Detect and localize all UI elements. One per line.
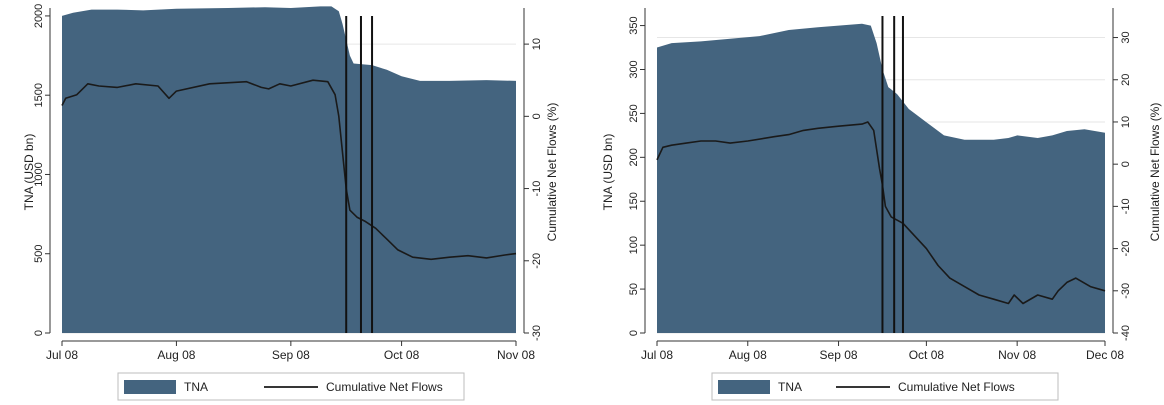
left-axis-tick-label: 0: [33, 330, 45, 336]
legend-label-flows: Cumulative Net Flows: [326, 380, 443, 394]
left-axis-tick-label: 100: [628, 236, 640, 254]
chart-panel-left: 0 500 1000 1500 2000 -30 -20 -10 0 10 Jul 08 Aug 08…: [22, 4, 559, 401]
left-axis-tick-label: 1000: [33, 162, 45, 186]
legend-label-tna: TNA: [778, 380, 802, 394]
right-axis-tick-label: 0: [531, 113, 543, 119]
left-axis-tick-label: 50: [628, 283, 640, 295]
right-axis-tick-label: 30: [1120, 31, 1132, 43]
x-axis-tick-label: Nov 08: [998, 348, 1036, 362]
legend: TNA Cumulative Net Flows: [117, 372, 465, 401]
legend: TNA Cumulative Net Flows: [711, 372, 1059, 401]
legend-swatch-tna: [718, 380, 770, 394]
right-axis-tick-label: 20: [1120, 74, 1132, 86]
cumulative-net-flows-line: [656, 121, 1106, 305]
left-axis-tick-label: 150: [628, 192, 640, 210]
cumulative-net-flows-line: [61, 79, 517, 261]
x-axis-tick-label: Dec 08: [1086, 348, 1124, 362]
x-axis-tick-label: Nov 08: [497, 348, 535, 362]
right-axis-tick-label: -30: [1120, 283, 1132, 299]
left-axis-tick-label: 250: [628, 104, 640, 122]
right-axis-tick-label: 10: [531, 38, 543, 50]
tna-area: [62, 6, 516, 334]
legend-label-flows: Cumulative Net Flows: [898, 380, 1015, 394]
right-axis-tick-label: 0: [1120, 161, 1132, 167]
x-axis-tick-label: Jul 08: [46, 348, 78, 362]
x-axis-tick-label: Aug 08: [157, 348, 195, 362]
right-axis-label: Cumulative Net Flows (%): [545, 103, 559, 242]
left-axis-tick-label: 200: [628, 148, 640, 166]
x-axis-tick-label: Oct 08: [384, 348, 420, 362]
legend-swatch-tna: [124, 380, 176, 394]
x-axis-tick-label: Oct 08: [909, 348, 945, 362]
right-axis-tick-label: -30: [531, 325, 543, 341]
right-axis-tick-label: -40: [1120, 325, 1132, 341]
x-axis-tick-label: Jul 08: [641, 348, 673, 362]
left-axis-label: TNA (USD bn): [22, 134, 36, 211]
right-axis-tick-label: -20: [1120, 241, 1132, 257]
right-axis-tick-label: -10: [1120, 198, 1132, 214]
right-axis-label: Cumulative Net Flows (%): [1148, 103, 1162, 242]
left-axis-tick-label: 500: [33, 245, 45, 263]
left-axis-tick-label: 0: [628, 330, 640, 336]
left-axis-label: TNA (USD bn): [601, 134, 615, 211]
right-axis-tick-label: -20: [531, 253, 543, 269]
left-axis-tick-label: 350: [628, 16, 640, 34]
x-axis-tick-label: Sep 08: [820, 348, 858, 362]
x-axis-tick-label: Sep 08: [272, 348, 310, 362]
chart-panel-right: 0 50 100 150 200 250 300 350 -40 -30 -20 -10 0 10 20 30…: [601, 8, 1162, 401]
legend-label-tna: TNA: [184, 380, 208, 394]
plot-layer: 0 50 100 150 200 250 300 350 -40 -30 -20 -10 0 10 20 30…: [628, 8, 1132, 362]
right-axis-tick-label: -10: [531, 181, 543, 197]
right-axis-tick-label: 10: [1120, 116, 1132, 128]
left-axis-tick-label: 2000: [33, 4, 45, 28]
left-axis-tick-label: 1500: [33, 83, 45, 107]
x-axis-tick-label: Aug 08: [729, 348, 767, 362]
plot-layer: 0 500 1000 1500 2000 -30 -20 -10 0 10 Jul 08 Aug 08…: [33, 4, 543, 362]
left-axis-tick-label: 300: [628, 60, 640, 78]
